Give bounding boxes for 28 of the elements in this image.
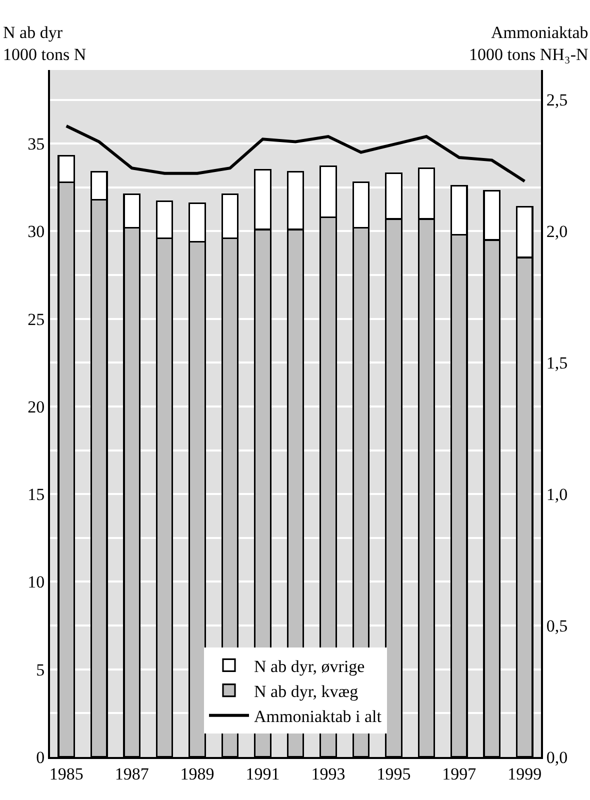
y-tick-label: 0 <box>36 748 45 767</box>
y-tick-label: 20 <box>28 397 45 416</box>
legend-label: N ab dyr, kvæg <box>254 682 359 701</box>
y2-tick-label: 0,0 <box>546 748 568 767</box>
x-tick-label: 1989 <box>180 764 214 784</box>
y-tick-label: 25 <box>28 310 45 329</box>
x-tick-label: 1987 <box>114 764 150 784</box>
x-tick-label: 1999 <box>508 764 542 784</box>
y-tick-label: 35 <box>28 134 45 154</box>
y-tick-label: 30 <box>28 222 45 242</box>
y-tick-label: 5 <box>36 660 45 680</box>
x-tick-label: 1991 <box>246 764 280 784</box>
y-axis-title: N ab dyr 1000 tons N <box>3 23 86 64</box>
y2-tick-label: 1,5 <box>546 354 568 373</box>
legend-label: Ammoniaktab i alt <box>254 707 382 726</box>
x-tick-label: 1997 <box>442 764 477 784</box>
y2-tick-label: 2,5 <box>546 90 568 110</box>
y2-axis-title: Ammoniaktab 1000 tons NH₃-N <box>469 23 588 64</box>
legend-label: N ab dyr, øvrige <box>254 656 365 676</box>
y-tick-label: 10 <box>28 572 45 592</box>
x-tick-label: 1995 <box>376 764 411 784</box>
x-tick-label: 1985 <box>49 764 84 784</box>
x-tick-label: 1993 <box>311 764 346 784</box>
y2-tick-label: 2,0 <box>546 222 568 242</box>
line-series <box>64 124 526 183</box>
y2-tick-label: 1,0 <box>546 485 568 504</box>
y-tick-label: 15 <box>28 485 45 504</box>
y2-tick-label: 0,5 <box>546 616 568 636</box>
